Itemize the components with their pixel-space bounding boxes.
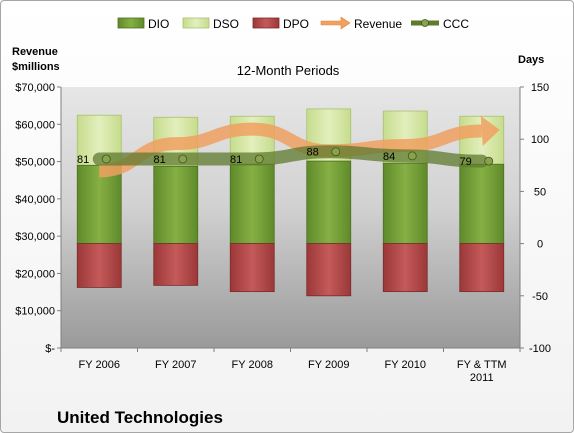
left-tick-label: $40,000 xyxy=(15,194,55,206)
ccc-point xyxy=(254,154,264,164)
right-tick-label: -50 xyxy=(532,291,548,303)
bar-dpo xyxy=(153,243,199,286)
ccc-point xyxy=(407,151,417,161)
bar-dpo xyxy=(459,243,505,293)
bar-dio xyxy=(229,163,275,244)
x-tick-label: 2011 xyxy=(470,372,494,384)
left-tick-label: $60,000 xyxy=(15,119,55,131)
revenue-arrowhead xyxy=(480,116,500,146)
ccc-data-label: 81 xyxy=(77,154,89,166)
left-axis-title-line2: $millions xyxy=(12,61,60,73)
right-tick-label: 150 xyxy=(531,82,549,94)
ccc-line-path xyxy=(92,145,489,168)
right-tick-label: -100 xyxy=(529,343,551,355)
x-tick-label: FY 2006 xyxy=(79,359,120,371)
right-axis-title: Days xyxy=(518,54,544,66)
bar-dio xyxy=(459,163,505,244)
left-tick-label: $10,000 xyxy=(15,306,55,318)
left-tick-label: $- xyxy=(45,343,55,355)
left-axis-title-line1: Revenue xyxy=(12,46,58,58)
legend-arrow-icon xyxy=(320,16,351,30)
bar-dio xyxy=(382,162,428,245)
bar-dpo xyxy=(306,243,352,297)
legend-item-revenue: Revenue xyxy=(320,16,402,31)
right-axis: -100 -50 0 50 100 150 xyxy=(519,82,551,355)
revenue-arrow-band xyxy=(98,122,482,178)
x-tick-label: FY 2009 xyxy=(308,359,349,371)
bar-dio xyxy=(153,165,199,244)
legend-label-ccc: CCC xyxy=(443,17,469,31)
right-tick-label: 50 xyxy=(534,186,546,198)
left-tick-label: $50,000 xyxy=(15,157,55,169)
ccc-data-label: 88 xyxy=(307,147,319,159)
legend: DIO DSO DPO Revenue CCC xyxy=(117,16,469,31)
company-name: United Technologies xyxy=(57,408,223,427)
x-tick-label: FY 2007 xyxy=(155,359,196,371)
ccc-data-label: 79 xyxy=(460,156,472,168)
legend-swatch-dio xyxy=(117,17,145,29)
left-axis: $- $10,000 $20,000 $30,000 $40,000 $50,000 $60… xyxy=(15,82,62,355)
bar-dio xyxy=(306,160,352,244)
right-tick-label: 100 xyxy=(531,134,549,146)
legend-item-dpo: DPO xyxy=(252,17,309,31)
right-tick-label: 0 xyxy=(537,239,543,251)
legend-label-dio: DIO xyxy=(148,17,169,31)
bar-dpo xyxy=(229,243,275,293)
legend-swatch-dso xyxy=(182,17,210,29)
ccc-point xyxy=(178,154,188,164)
plot-area xyxy=(61,87,520,348)
left-tick-label: $70,000 xyxy=(15,82,55,94)
ccc-data-label: 81 xyxy=(230,154,242,166)
legend-swatch-dpo xyxy=(252,17,280,29)
legend-marker-ccc xyxy=(421,19,429,27)
legend-item-dso: DSO xyxy=(182,17,239,31)
x-tick-label: FY & TTM xyxy=(457,359,507,371)
ccc-data-label: 84 xyxy=(383,151,395,163)
chart-title: 12-Month Periods xyxy=(237,63,340,78)
revenue-series xyxy=(98,116,500,178)
legend-item-dio: DIO xyxy=(117,17,169,31)
ccc-series: 81 81 81 88 84 79 xyxy=(77,145,494,168)
left-tick-label: $30,000 xyxy=(15,231,55,243)
x-axis: FY 2006 FY 2007 FY 2008 FY 2009 FY 2010 FY & … xyxy=(60,347,521,384)
x-tick-label: FY 2010 xyxy=(385,359,426,371)
left-tick-label: $20,000 xyxy=(15,268,55,280)
bar-dpo xyxy=(382,243,428,293)
legend-label-dso: DSO xyxy=(213,17,239,31)
ccc-point xyxy=(484,156,494,166)
legend-label-dpo: DPO xyxy=(283,17,309,31)
ccc-point xyxy=(331,147,341,157)
ccc-point xyxy=(101,154,111,164)
ccc-data-label: 81 xyxy=(154,154,166,166)
legend-item-ccc: CCC xyxy=(411,17,469,31)
legend-label-revenue: Revenue xyxy=(354,17,402,31)
bar-dpo xyxy=(76,243,122,288)
x-tick-label: FY 2008 xyxy=(232,359,273,371)
